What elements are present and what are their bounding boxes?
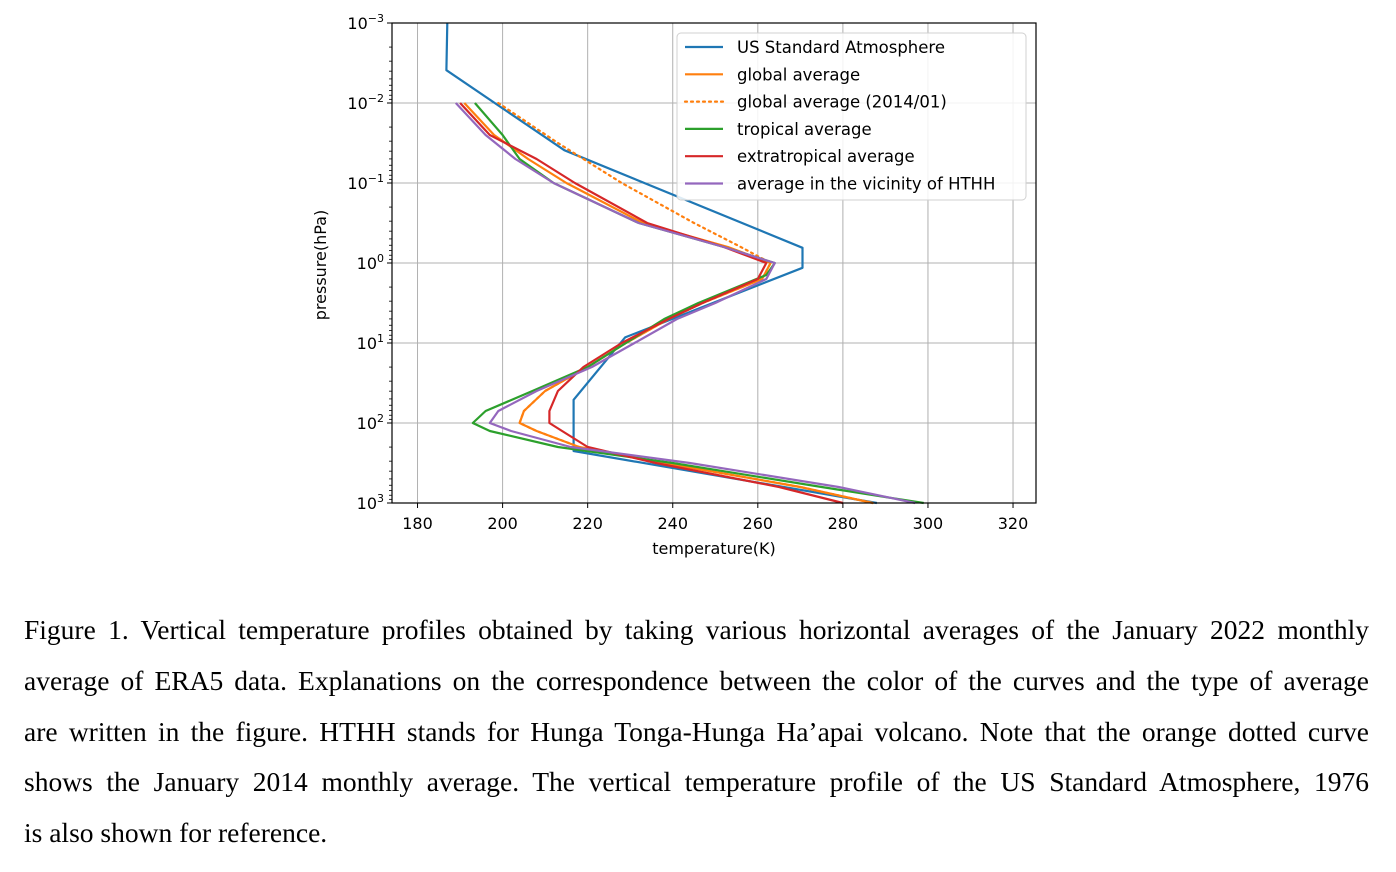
y-axis-label: pressure(hPa) (311, 210, 330, 320)
x-tick-label: 300 (913, 514, 944, 533)
series-line (454, 102, 916, 505)
y-tick-label: 101 (357, 332, 384, 353)
legend-box (676, 32, 1027, 201)
x-tick-label: 240 (657, 514, 688, 533)
y-tick-label: 10−1 (347, 172, 384, 193)
y-tick-label: 10−2 (347, 92, 384, 113)
x-tick-label: 260 (743, 514, 774, 533)
legend-label: extratropical average (737, 147, 915, 166)
legend-label: global average (2014/01) (737, 93, 947, 112)
series-line (445, 22, 878, 505)
x-tick-label: 180 (402, 514, 433, 533)
x-axis-label: temperature(K) (652, 539, 776, 558)
x-tick-label: 280 (828, 514, 859, 533)
y-tick-label: 10−3 (347, 12, 384, 33)
legend-label: US Standard Atmosphere (737, 38, 945, 57)
caption-line: are written in the figure. HTHH stands f… (24, 715, 1369, 747)
caption-line: is also shown for reference. (24, 817, 328, 849)
y-tick-label: 103 (357, 492, 384, 513)
legend-label: average in the vicinity of HTHH (737, 175, 995, 194)
caption-line: shows the January 2014 monthly average. … (24, 766, 1369, 798)
temperature-profile-chart: 180 200 220 240 260 280 300 320 10−3 10−2 10−1 100 1… (311, 12, 1037, 558)
legend-label: tropical average (737, 120, 872, 139)
y-tick-label: 102 (357, 412, 384, 433)
figure-caption: Figure 1. Vertical temperature profiles … (24, 610, 1369, 864)
series-lines (445, 22, 924, 505)
series-line (459, 102, 844, 505)
x-tick-label: 200 (487, 514, 518, 533)
x-tick-label: 320 (998, 514, 1029, 533)
y-tick-label: 100 (357, 252, 384, 273)
caption-line: average of ERA5 data. Explanations on th… (24, 664, 1369, 696)
legend: US Standard Atmosphere global average glob… (676, 32, 1027, 201)
legend-label: global average (737, 65, 860, 84)
caption-line: Figure 1. Vertical temperature profiles … (24, 614, 1369, 645)
axis-ticks: 180 200 220 240 260 280 300 320 10−3 10−2 10−1 100 1… (347, 12, 1028, 533)
x-tick-label: 220 (572, 514, 603, 533)
